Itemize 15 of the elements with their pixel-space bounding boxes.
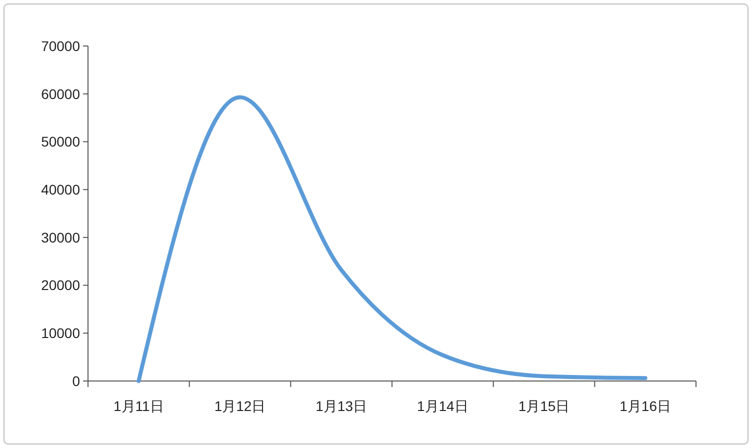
y-tick-label: 30000 bbox=[41, 229, 80, 246]
y-tick-label: 40000 bbox=[41, 181, 80, 198]
y-tick-label: 20000 bbox=[41, 277, 80, 294]
x-tick-label: 1月15日 bbox=[518, 398, 570, 414]
x-tick-label: 1月12日 bbox=[214, 398, 266, 414]
x-tick-label: 1月13日 bbox=[316, 398, 368, 414]
x-tick-label: 1月16日 bbox=[620, 398, 672, 414]
line-series bbox=[136, 95, 648, 383]
y-tick-label: 50000 bbox=[41, 134, 80, 150]
x-tick-label: 1月11日 bbox=[114, 398, 164, 414]
y-tick-label: 0 bbox=[72, 372, 80, 389]
y-tick-label: 60000 bbox=[41, 86, 80, 102]
y-tick-label: 70000 bbox=[41, 38, 80, 54]
y-tick-label: 10000 bbox=[41, 325, 80, 342]
x-tick-label: 1月14日 bbox=[416, 398, 468, 414]
